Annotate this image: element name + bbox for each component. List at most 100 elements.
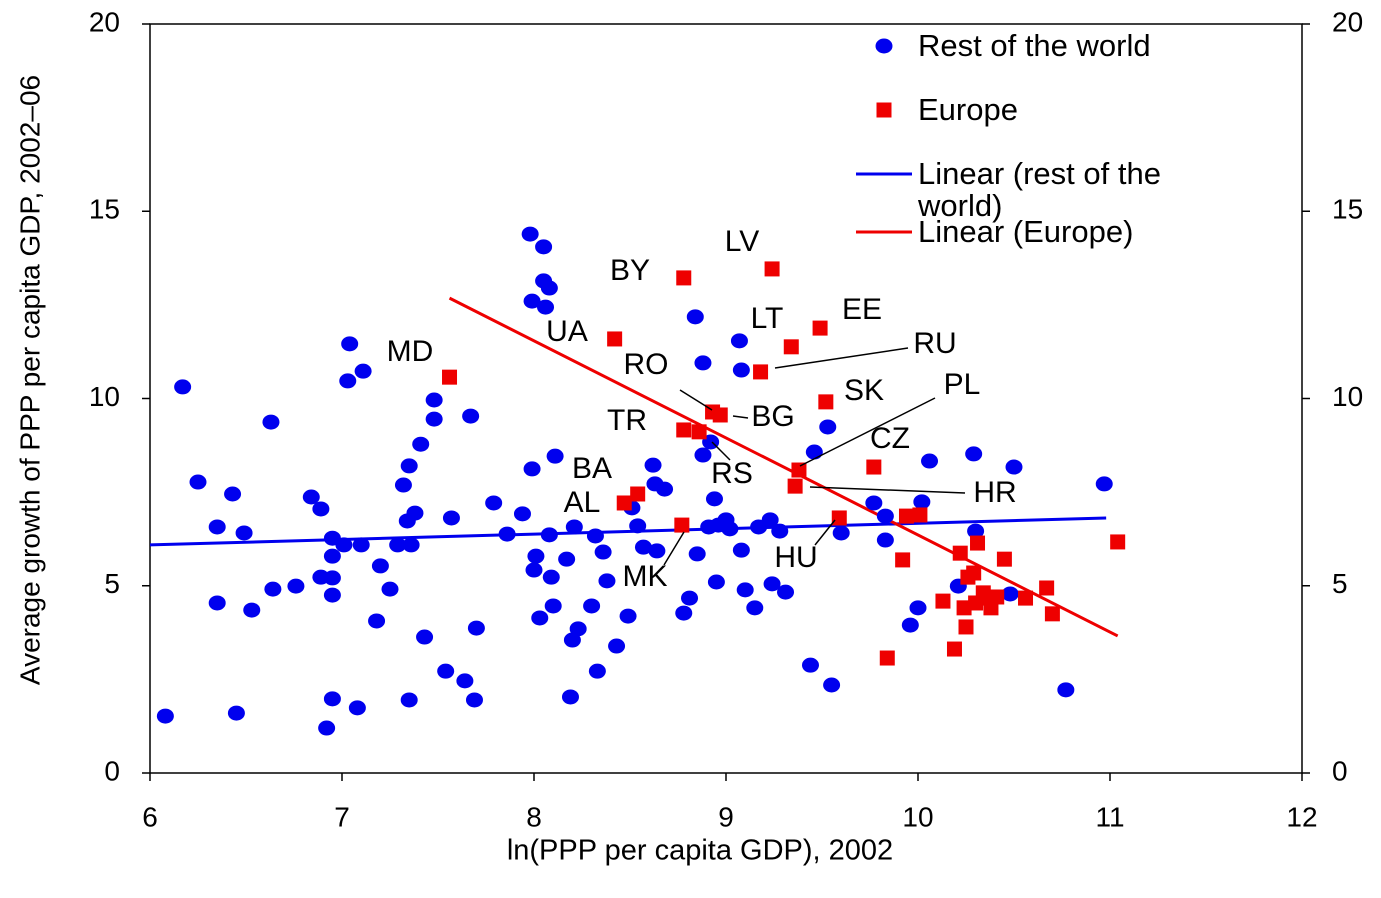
point — [523, 293, 541, 309]
point — [465, 692, 483, 708]
point — [732, 542, 750, 558]
leader-line — [732, 415, 749, 419]
point — [563, 632, 581, 648]
point — [648, 543, 666, 559]
y-axis-title: Average growth of PPP per capita GDP, 20… — [14, 75, 45, 685]
point — [352, 537, 370, 553]
x-tick-label: 12 — [1286, 801, 1317, 832]
point — [227, 705, 245, 721]
point — [746, 600, 764, 616]
trend-line — [448, 296, 1119, 638]
point — [498, 526, 516, 542]
annotation: BA — [572, 452, 612, 485]
point — [691, 424, 707, 440]
point — [156, 708, 174, 724]
point — [1057, 682, 1075, 698]
point — [264, 581, 282, 597]
point — [732, 362, 750, 378]
legend-label: Linear (Europe) — [918, 214, 1134, 249]
x-tick-label: 6 — [142, 801, 158, 832]
leader-line — [799, 397, 936, 467]
y2-tick-label: 10 — [1332, 381, 1363, 412]
point — [208, 519, 226, 535]
point — [1110, 534, 1126, 550]
point — [1018, 590, 1034, 606]
y-tick-label: 5 — [104, 568, 120, 599]
point — [542, 569, 560, 585]
annotation: UA — [546, 315, 588, 348]
point — [402, 537, 420, 553]
point — [832, 525, 850, 541]
point — [588, 663, 606, 679]
point — [721, 521, 739, 537]
x-tick-label: 8 — [526, 801, 542, 832]
annotation: PL — [944, 368, 981, 401]
point — [876, 102, 892, 118]
point — [174, 379, 192, 395]
x-axis-title: ln(PPP per capita GDP), 2002 — [507, 835, 893, 867]
point — [875, 38, 893, 54]
point — [686, 309, 704, 325]
point — [425, 411, 443, 427]
point — [1005, 459, 1023, 475]
x-tick-label: 11 — [1095, 801, 1124, 832]
point — [583, 598, 601, 614]
point — [558, 551, 576, 567]
annotation: SK — [844, 374, 884, 407]
point — [323, 691, 341, 707]
annotation: RO — [624, 348, 669, 381]
point — [262, 414, 280, 430]
point — [952, 545, 968, 561]
y-tick-label: 15 — [89, 194, 120, 225]
point — [189, 474, 207, 490]
annotation: LT — [751, 302, 784, 335]
annotation: HR — [973, 476, 1016, 509]
point — [565, 519, 583, 535]
point — [456, 673, 474, 689]
point — [681, 590, 699, 606]
point — [348, 700, 366, 716]
plot-frame — [149, 23, 1303, 774]
point — [966, 565, 982, 581]
point — [437, 663, 455, 679]
point — [513, 506, 531, 522]
point — [996, 551, 1012, 567]
leader-line — [814, 519, 836, 546]
point — [921, 453, 939, 469]
point — [442, 369, 458, 385]
point — [876, 508, 894, 524]
point — [707, 574, 725, 590]
point — [569, 621, 587, 637]
point — [634, 539, 652, 555]
point — [442, 510, 460, 526]
point — [323, 587, 341, 603]
point — [323, 548, 341, 564]
point — [341, 336, 359, 352]
point — [818, 394, 834, 410]
point — [561, 689, 579, 705]
point — [616, 495, 632, 511]
point — [318, 720, 336, 736]
point — [791, 462, 807, 478]
point — [801, 657, 819, 673]
point — [467, 620, 485, 636]
point — [764, 261, 780, 277]
point — [312, 501, 330, 517]
point — [1039, 580, 1055, 596]
point — [831, 510, 847, 526]
annotation: BG — [751, 400, 794, 433]
point — [630, 486, 646, 502]
point — [901, 617, 919, 633]
annotation: RS — [711, 457, 753, 490]
point — [656, 481, 674, 497]
point — [368, 613, 386, 629]
point — [416, 629, 434, 645]
point — [235, 525, 253, 541]
legend-swatch — [876, 102, 892, 118]
y-tick-label: 20 — [89, 6, 120, 37]
point — [608, 638, 626, 654]
point — [705, 491, 723, 507]
point — [771, 523, 789, 539]
point — [406, 505, 424, 521]
